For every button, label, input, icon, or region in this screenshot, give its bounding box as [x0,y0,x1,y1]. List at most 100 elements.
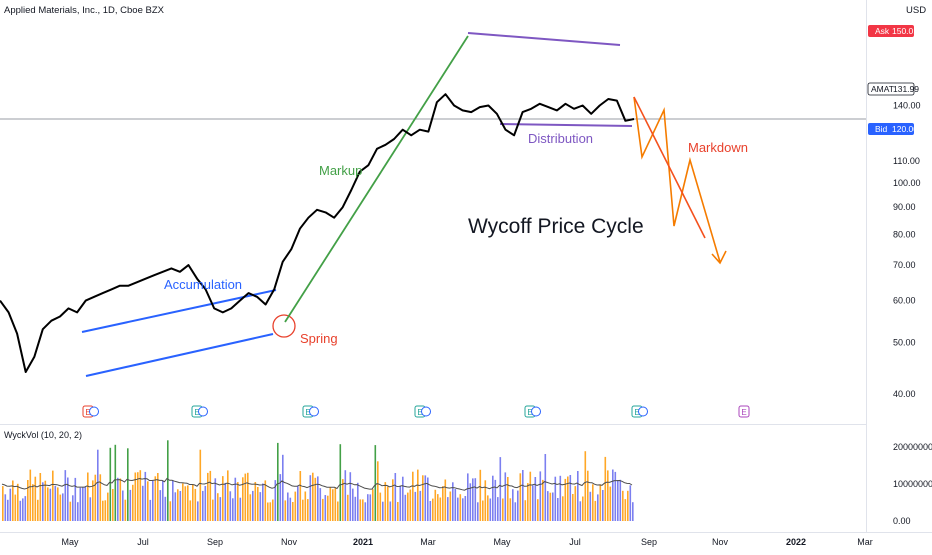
volume-bar [19,500,22,521]
volume-bar [284,500,287,521]
volume-tick-label: 10000000.00 [893,479,932,489]
price-tick-label: 110.00 [893,156,920,166]
indicator-title[interactable]: WyckVol (10, 20, 2) [4,430,82,440]
volume-bar [492,475,494,521]
volume-bar [384,482,387,521]
volume-axis[interactable]: 0.00 10000000.00 20000000.00 [893,442,932,526]
last-tag-value: 131.99 [893,84,919,94]
volume-bar [257,487,259,521]
volume-bar [302,499,304,521]
price-tick-label: 80.00 [893,229,916,239]
time-tick-label: Jul [137,537,149,547]
volume-bar [402,476,404,521]
volume-bar [612,469,614,521]
volume-bar [574,486,577,521]
volume-bar [572,494,574,521]
ask-tag-label: Ask [875,26,890,36]
volume-bar [7,499,9,521]
dividend-marker[interactable] [198,406,208,417]
volume-bar [107,492,109,521]
distribution-label: Distribution [528,131,593,146]
volume-bar [567,476,569,521]
dividend-marker[interactable] [638,406,648,417]
volume-bar [207,472,209,521]
spring-label: Spring [300,331,338,346]
volume-bar [524,500,527,521]
volume-bar [72,495,74,521]
volume-bar [157,473,159,521]
volume-bar [349,472,352,521]
dividend-marker[interactable] [89,406,99,417]
volume-bar [164,496,167,521]
volume-bar [489,498,492,521]
volume-bar [552,492,554,521]
volume-bar [227,470,229,521]
volume-bar [39,473,42,521]
dividend-marker[interactable] [531,406,541,417]
time-axis[interactable]: May Jul Sep Nov 2021 Mar May Jul Sep Nov 2022 Mar [61,537,872,547]
volume-bar [454,489,457,521]
earnings-marker[interactable]: E [191,405,208,418]
volume-bar [192,484,194,521]
volume-bar [134,472,137,521]
volume-bar [532,485,534,521]
earnings-marker[interactable]: E [738,405,750,418]
volume-bar [544,454,547,521]
price-tick-label: 50.00 [893,338,916,348]
symbol-title[interactable]: Applied Materials, Inc., 1D, Cboe BZX [4,5,165,16]
volume-bar [264,480,267,521]
dividend-marker[interactable] [309,406,319,417]
volume-bar [277,442,279,521]
volume-bar [327,495,329,521]
volume-bar [422,475,424,521]
volume-tick-label: 0.00 [893,516,911,526]
volume-bar [559,475,562,521]
time-tick-label: Nov [281,537,298,547]
volume-bar [74,477,77,521]
volume-bar [354,496,357,521]
price-axis[interactable]: 40.00 50.00 60.00 70.00 80.00 90.00 100.00 110.… [893,100,921,399]
volume-bar [417,469,419,521]
volume-bar [614,471,617,521]
time-tick-label: May [61,537,79,547]
volume-bar [442,486,444,521]
volume-bar [534,477,537,521]
volume-bar [259,492,262,521]
volume-bar [142,485,144,521]
volume-bar [352,488,354,521]
earnings-marker[interactable]: E [631,405,648,418]
volume-bar [542,479,544,521]
volume-bar [529,471,532,521]
dividend-marker[interactable] [421,406,431,417]
volume-bar [122,490,124,521]
earnings-marker[interactable]: E [302,405,319,418]
markdown-trend-line [633,96,706,239]
volume-bar [202,490,204,521]
volume-bar [154,476,157,521]
volume-bar [309,475,312,521]
volume-bar [427,477,429,521]
volume-bar [564,478,567,521]
volume-bar [67,477,69,521]
price-tick-label: 40.00 [893,389,916,399]
volume-bar [584,451,587,521]
markup-label: Markup [319,163,362,178]
earnings-marker[interactable]: E [414,405,431,418]
time-tick-label: Sep [207,537,223,547]
volume-bar [152,480,154,521]
earnings-marker[interactable]: E [82,405,99,418]
volume-bar [482,500,484,521]
volume-bar [434,489,437,521]
volume-bar [589,491,592,521]
earnings-marker[interactable]: E [524,405,541,418]
volume-bar [44,480,47,521]
volume-bar [409,489,412,521]
volume-bar [132,484,134,521]
price-tick-label: 90.00 [893,202,916,212]
volume-bar [457,497,459,521]
last-price-tag: AMAT 131.99 [867,82,919,96]
volume-bar [519,473,522,521]
markdown-projection [633,96,727,265]
